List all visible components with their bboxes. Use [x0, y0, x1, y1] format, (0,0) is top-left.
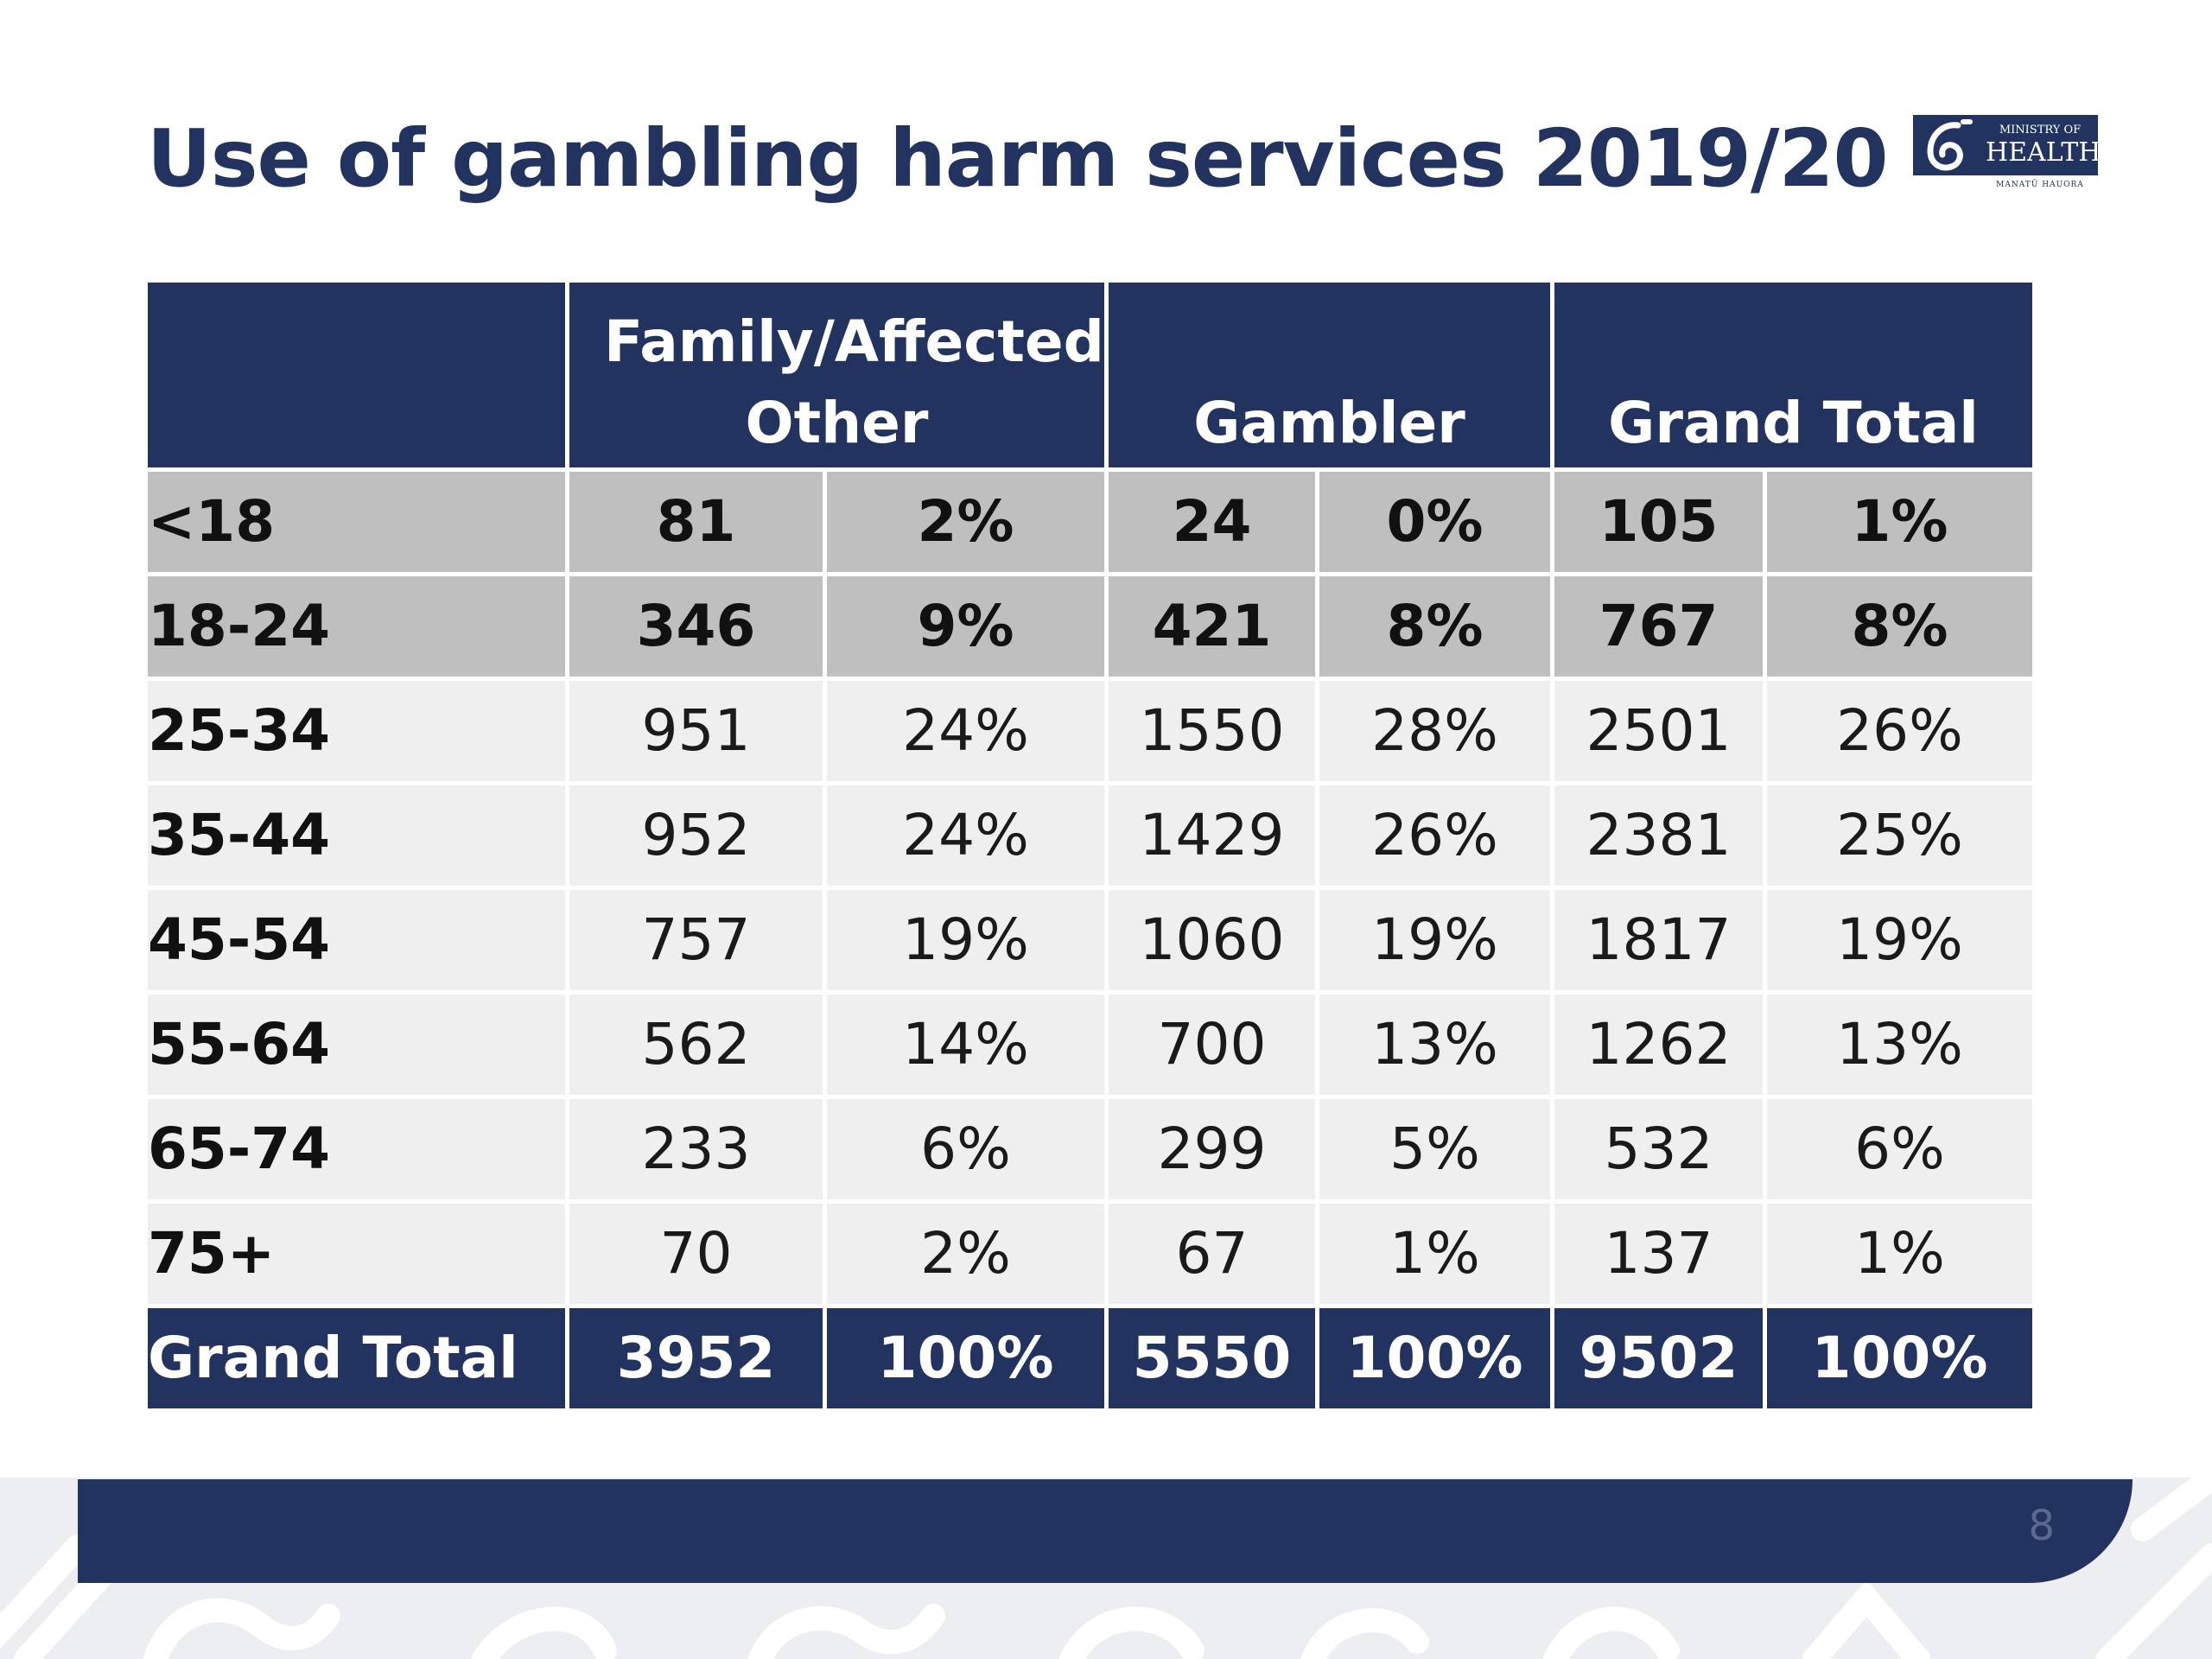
logo-subtitle: MANATŪ HAUORA	[1996, 181, 2084, 189]
table-cell: 70	[565, 1199, 827, 1308]
table-cell: 100%	[1315, 1304, 1555, 1413]
table-cell: 346	[565, 572, 827, 681]
table-cell: 2%	[822, 467, 1109, 576]
slide-title: Use of gambling harm services 2019/20	[147, 112, 1889, 205]
table-cell: 2%	[822, 1199, 1109, 1308]
table-cell: 137	[1550, 1199, 1768, 1308]
table-cell: 233	[565, 1095, 827, 1204]
row-label: 45-54	[143, 886, 569, 995]
table-total-row: Grand Total 3952 100% 5550 100% 9502 100…	[143, 1304, 2037, 1413]
table-cell: 100%	[1763, 1304, 2037, 1413]
table-cell: 1060	[1104, 886, 1320, 995]
header-family-affected-other: Family/Affected Other	[564, 278, 1109, 472]
table-cell: 13%	[1315, 990, 1555, 1099]
page-number: 8	[2028, 1502, 2055, 1550]
table-cell: 9%	[822, 572, 1109, 681]
table-cell: 951	[565, 677, 827, 785]
logo-line2: HEALTH	[1986, 137, 2101, 168]
header-blank	[143, 278, 569, 472]
table-cell: 2501	[1550, 677, 1768, 785]
table-cell: 299	[1104, 1095, 1320, 1204]
table-cell: 1%	[1763, 467, 2037, 576]
table-cell: 1%	[1763, 1199, 2037, 1308]
row-label: 55-64	[143, 990, 569, 1099]
table-cell: 67	[1104, 1199, 1320, 1308]
table-cell: 14%	[822, 990, 1109, 1099]
table-cell: 1817	[1550, 886, 1768, 995]
table-header-row: Family/Affected Other Gambler Grand Tota…	[143, 278, 2037, 472]
table-cell: 2381	[1550, 781, 1768, 890]
table-row: 55-64 562 14% 700 13% 1262 13%	[143, 990, 2037, 1099]
table-cell: 8%	[1763, 572, 2037, 681]
table-cell: 28%	[1315, 677, 1555, 785]
table-cell: 24%	[822, 677, 1109, 785]
table-row: 25-34 951 24% 1550 28% 2501 26%	[143, 677, 2037, 785]
table-cell: 5%	[1315, 1095, 1555, 1204]
table-cell: 562	[565, 990, 827, 1099]
table-cell: 1262	[1550, 990, 1768, 1099]
table-cell: 19%	[822, 886, 1109, 995]
header-grand-total: Grand Total	[1550, 278, 2037, 472]
table-cell: 24%	[822, 781, 1109, 890]
table-row: 18-24 346 9% 421 8% 767 8%	[143, 572, 2037, 681]
row-label: 65-74	[143, 1095, 569, 1204]
row-label: 75+	[143, 1199, 569, 1308]
table-cell: 700	[1104, 990, 1320, 1099]
table-cell: 5550	[1104, 1304, 1320, 1413]
table-cell: 767	[1550, 572, 1768, 681]
table-row: 65-74 233 6% 299 5% 532 6%	[143, 1095, 2037, 1204]
table-row: <18 81 2% 24 0% 105 1%	[143, 467, 2037, 576]
table-cell: 105	[1550, 467, 1768, 576]
row-label: 25-34	[143, 677, 569, 785]
row-label: 35-44	[143, 781, 569, 890]
table-cell: 1550	[1104, 677, 1320, 785]
ministry-of-health-logo: MINISTRY OF HEALTH MANATŪ HAUORA	[1913, 115, 2101, 194]
header-gambler: Gambler	[1104, 278, 1555, 472]
table-cell: 19%	[1763, 886, 2037, 995]
table-cell: 8%	[1315, 572, 1555, 681]
table-cell: 532	[1550, 1095, 1768, 1204]
row-label: <18	[143, 467, 569, 576]
table-cell: 3952	[565, 1304, 827, 1413]
row-label: Grand Total	[143, 1304, 569, 1413]
table-cell: 13%	[1763, 990, 2037, 1099]
table-cell: 1429	[1104, 781, 1320, 890]
logo-box: MINISTRY OF HEALTH	[1913, 115, 2101, 175]
table-cell: 25%	[1763, 781, 2037, 890]
table-cell: 24	[1104, 467, 1320, 576]
table-cell: 0%	[1315, 467, 1555, 576]
footer-band	[78, 1479, 2133, 1583]
table-cell: 6%	[822, 1095, 1109, 1204]
fern-koru-icon	[1927, 119, 1973, 171]
table-cell: 26%	[1763, 677, 2037, 785]
table-cell: 9502	[1550, 1304, 1768, 1413]
table-row: 75+ 70 2% 67 1% 137 1%	[143, 1199, 2037, 1308]
table-cell: 26%	[1315, 781, 1555, 890]
table-cell: 421	[1104, 572, 1320, 681]
table-cell: 1%	[1315, 1199, 1555, 1308]
table-cell: 19%	[1315, 886, 1555, 995]
table-cell: 100%	[822, 1304, 1109, 1413]
logo-line1: MINISTRY OF	[1999, 124, 2082, 137]
table-row: 45-54 757 19% 1060 19% 1817 19%	[143, 886, 2037, 995]
row-label: 18-24	[143, 572, 569, 681]
table-cell: 81	[565, 467, 827, 576]
table-cell: 952	[565, 781, 827, 890]
gambling-services-table: Family/Affected Other Gambler Grand Tota…	[143, 278, 2037, 1413]
table-row: 35-44 952 24% 1429 26% 2381 25%	[143, 781, 2037, 890]
table-cell: 6%	[1763, 1095, 2037, 1204]
table-cell: 757	[565, 886, 827, 995]
